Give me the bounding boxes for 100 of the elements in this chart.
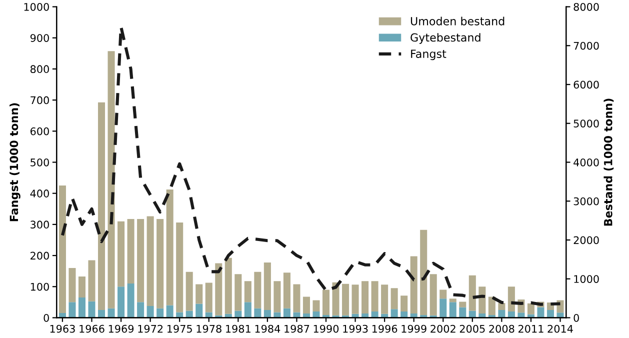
y-tick-label: 600 — [30, 127, 49, 136]
legend-label: Umoden bestand — [410, 16, 504, 26]
bar — [108, 51, 115, 308]
x-tick-label: 1972 — [138, 324, 163, 333]
bar — [430, 274, 437, 316]
bar — [186, 272, 193, 311]
y-tick-label: 400 — [30, 190, 49, 198]
bar — [118, 286, 125, 318]
bar — [156, 308, 164, 318]
bar — [186, 310, 193, 318]
y-tick-label: 500 — [30, 158, 49, 166]
x-tick-label: 1984 — [255, 324, 280, 333]
y2-tick-label: 1000 — [574, 275, 599, 283]
x-tick-label: 1987 — [284, 324, 310, 333]
y-axis-title: Fangst (1000 tonn) — [10, 103, 20, 222]
bar — [527, 303, 534, 314]
y2-axis-title: Bestand (1000 tonn) — [604, 98, 614, 226]
x-tick-label: 2005 — [460, 324, 485, 333]
bar — [254, 308, 262, 318]
y2-tick-label: 0 — [574, 314, 579, 322]
x-tick-label: 1978 — [196, 324, 222, 333]
bar — [244, 281, 252, 302]
bar — [137, 302, 144, 318]
bar — [176, 222, 184, 312]
bar — [58, 186, 66, 314]
x-tick-label: 1975 — [167, 324, 192, 333]
x-tick-label: 1990 — [314, 324, 339, 333]
y-tick-label: 1000 — [24, 2, 49, 11]
bar — [362, 281, 369, 314]
x-tick-label: 2008 — [489, 324, 514, 333]
y2-tick-label: 6000 — [574, 80, 599, 89]
bar — [224, 258, 232, 314]
bar — [196, 284, 203, 304]
y-tick-label: 0 — [44, 314, 49, 322]
bar — [234, 310, 242, 318]
bar — [390, 288, 398, 310]
bar — [468, 310, 476, 318]
bar — [459, 302, 466, 308]
bar — [342, 284, 350, 316]
legend-label: Fangst — [411, 50, 446, 60]
bar — [459, 307, 466, 318]
bar — [68, 302, 76, 318]
y2-tick-label: 2000 — [574, 236, 599, 244]
bar — [274, 281, 281, 312]
bar — [205, 282, 212, 312]
y2-tick-label: 8000 — [574, 2, 599, 11]
bar — [302, 296, 310, 314]
bar — [137, 218, 144, 302]
bar — [244, 302, 252, 318]
bar — [440, 298, 447, 318]
y-tick-label: 900 — [30, 34, 49, 42]
line-series — [60, 25, 562, 306]
bar — [127, 218, 134, 284]
y2-tick-label: 3000 — [574, 197, 599, 206]
bar — [410, 256, 418, 314]
x-tick-label: 2011 — [518, 324, 544, 333]
bar — [537, 307, 544, 318]
bar — [108, 308, 115, 318]
x-tick-label: 2014 — [548, 324, 573, 333]
bar — [381, 284, 388, 314]
bar — [78, 276, 86, 298]
bar — [390, 309, 398, 318]
bar — [449, 302, 456, 318]
bar — [127, 284, 134, 318]
bar — [283, 308, 290, 318]
bar — [322, 290, 330, 315]
x-tick-label: 1993 — [343, 324, 368, 333]
bar — [146, 216, 154, 306]
y-tick-label: 800 — [30, 65, 49, 74]
bar — [196, 304, 203, 318]
bar — [400, 296, 408, 312]
y2-tick-label: 4000 — [574, 158, 599, 166]
x-tick-label: 1999 — [402, 324, 426, 333]
x-tick-label: 1981 — [226, 324, 250, 333]
bar — [352, 284, 359, 314]
bar — [556, 312, 564, 318]
bar — [498, 302, 506, 310]
bar — [468, 275, 476, 311]
bar — [283, 272, 290, 308]
y2-tick-label: 5000 — [574, 120, 599, 128]
x-tick-label: 2002 — [430, 324, 456, 333]
bar — [420, 230, 428, 315]
bar — [371, 281, 378, 312]
bar — [234, 274, 242, 311]
bar — [312, 300, 320, 312]
bar — [215, 263, 222, 316]
bar — [88, 301, 96, 318]
bar — [293, 284, 300, 312]
bar — [68, 268, 76, 302]
bar — [98, 102, 106, 310]
bar — [508, 286, 515, 312]
bar — [156, 218, 164, 308]
x-tick-label: 1963 — [50, 324, 75, 333]
y-tick-label: 100 — [30, 282, 49, 291]
legend-label: Gytebestand — [410, 33, 480, 44]
x-tick-label: 1996 — [372, 324, 398, 333]
bar — [264, 262, 271, 310]
x-tick-label: 1969 — [108, 324, 134, 333]
bar — [146, 306, 154, 318]
bar — [440, 290, 447, 299]
